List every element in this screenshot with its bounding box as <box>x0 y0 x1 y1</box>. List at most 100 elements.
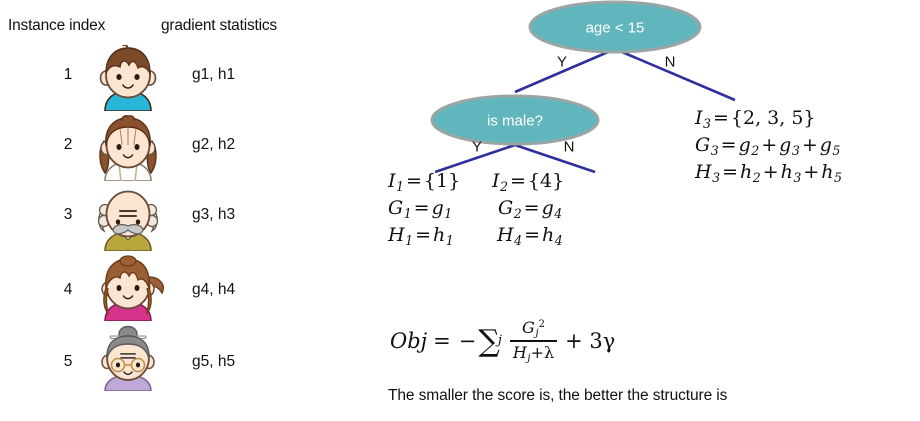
edge-child-yes <box>434 143 516 174</box>
girl-braids-avatar <box>92 115 164 182</box>
row-gradient-stats: g3, h3 <box>192 206 236 223</box>
table-row: 4 <box>0 255 340 325</box>
leaf-2-H-sub: 4 <box>514 232 523 248</box>
tree-graphic: age < 15 is male? Y N Y N <box>430 0 736 174</box>
row-gradient-stats: g5, h5 <box>192 353 236 370</box>
boy-blue-shirt-avatar <box>92 44 164 112</box>
obj-equals: = <box>433 328 451 353</box>
leaf-3-line-I: I3 = {2, 3, 5} <box>695 107 816 131</box>
objective-equation: Obj = − ∑ j Gj2 Hj+λ + 3γ <box>390 318 617 364</box>
leaf-1-H-rhs: h <box>432 224 446 247</box>
leaf-1-G-rhs: g <box>431 197 444 220</box>
obj-den-base: H <box>512 342 527 362</box>
leaf-3-G-t3-sub: 5 <box>832 142 841 158</box>
leaf-1-H-rhs-sub: 1 <box>445 232 454 248</box>
leaf-3-G-t2: g <box>779 134 792 157</box>
row-index: 1 <box>63 66 73 83</box>
table-row: 5 <box>0 325 340 395</box>
leaf-3-G-t3: g <box>819 134 832 157</box>
decision-tree-panel: age < 15 is male? Y N Y N I1 = {1} G1 = g1 H… <box>340 0 920 421</box>
edge-root-no <box>614 47 736 102</box>
node-is-male[interactable] <box>430 94 600 146</box>
obj-num-sub: j <box>535 327 539 340</box>
row-index: 2 <box>63 136 73 153</box>
obj-den-sub: j <box>527 351 531 364</box>
leaf-1-line-H: H1 = h1 <box>388 224 454 248</box>
leaf-2-G-sub: 2 <box>513 205 522 221</box>
obj-lhs: Obj <box>390 328 428 353</box>
leaf-2-G-sym: G <box>498 197 514 220</box>
instance-table: Instance index gradient statistics 1 <box>0 0 340 421</box>
caption-text: The smaller the score is, the better the… <box>388 387 728 404</box>
leaf-2-I-sym: I <box>492 170 500 192</box>
leaf-1-G-sub: 1 <box>403 205 412 221</box>
fraction-bar <box>509 340 558 342</box>
leaf-3-H-t3: h <box>821 161 834 184</box>
row-index: 3 <box>63 206 73 223</box>
row-gradient-stats: g1, h1 <box>192 66 236 83</box>
old-woman-bun-avatar <box>92 325 164 392</box>
leaf-2-I-sub: 2 <box>500 178 508 194</box>
leaf-2-stats: I2 = {4} G2 = g4 H4 = h4 <box>492 168 564 249</box>
summation-icon: ∑ <box>478 324 500 360</box>
leaf-3-line-H: H3 = h2 + h3 + h5 <box>695 161 843 185</box>
leaf-1-G-sym: G <box>388 197 404 220</box>
leaf-1-I-rhs: {1} <box>423 170 461 192</box>
leaf-3-H-t1: h <box>739 161 753 184</box>
leaf-3-I-sub: 3 <box>703 115 711 131</box>
leaf-3-H-t3-sub: 5 <box>834 169 843 185</box>
obj-num-sup: 2 <box>538 319 545 331</box>
leaf-3-line-G: G3 = g2 + g3 + g5 <box>695 134 841 158</box>
row-gradient-stats: g4, h4 <box>192 281 236 298</box>
leaf-1-stats: I1 = {1} G1 = g1 H1 = h1 <box>388 168 460 249</box>
obj-tail: + 3γ <box>565 328 616 353</box>
leaf-3-G-t1-sub: 2 <box>751 142 760 158</box>
obj-num-base: G <box>522 318 535 337</box>
leaf-3-H-t2: h <box>780 161 793 184</box>
leaf-3-G-sub: 3 <box>710 142 719 158</box>
girl-ponytail-pink-avatar <box>92 255 164 322</box>
leaf-1-line-G: G1 = g1 <box>388 197 453 221</box>
leaf-2-G-rhs-sub: 4 <box>554 205 563 221</box>
leaf-3-I-sym: I <box>695 107 703 129</box>
leaf-2-H-rhs: h <box>541 224 555 247</box>
leaf-2-line-H: H4 = h4 <box>497 224 563 248</box>
leaf-1-H-sub: 1 <box>405 232 414 248</box>
table-row: 2 <box>0 115 340 185</box>
node-is-male-label: is male? <box>487 113 543 130</box>
table-row: 1 <box>0 44 340 115</box>
obj-den-tail: +λ <box>530 342 555 362</box>
node-age-less-15[interactable] <box>528 0 702 54</box>
obj-sum-index: j <box>497 333 502 349</box>
column-header-instance-index: Instance index <box>8 17 106 34</box>
edge-label-child-yes: Y <box>472 139 482 156</box>
edge-label-child-no: N <box>564 139 575 156</box>
leaf-2-H-rhs-sub: 4 <box>554 232 563 248</box>
leaf-3-G-t1: g <box>738 134 751 157</box>
leaf-2-I-rhs: {4} <box>527 170 565 192</box>
leaf-2-line-I: I2 = {4} <box>492 170 565 194</box>
leaf-1-line-I: I1 = {1} <box>388 170 461 194</box>
leaf-1-I-sub: 1 <box>396 178 404 194</box>
leaf-2-line-G: G2 = g4 <box>498 197 563 221</box>
edge-label-root-no: N <box>665 54 676 71</box>
leaf-3-G-t2-sub: 3 <box>791 142 800 158</box>
row-gradient-stats: g2, h2 <box>192 136 236 153</box>
leaf-1-G-rhs-sub: 1 <box>444 205 453 221</box>
leaf-3-H-sub: 3 <box>712 169 721 185</box>
leaf-1-I-sym: I <box>388 170 396 192</box>
old-man-mustache-avatar <box>92 185 164 252</box>
leaf-3-H-t2-sub: 3 <box>793 169 802 185</box>
row-index: 4 <box>63 281 73 298</box>
row-index: 5 <box>63 353 73 370</box>
table-row: 3 <box>0 185 340 255</box>
leaf-3-G-sym: G <box>695 134 711 157</box>
leaf-3-H-t1-sub: 2 <box>752 169 761 185</box>
obj-numerator: Gj2 <box>519 318 548 339</box>
obj-minus: − <box>458 328 477 353</box>
node-age-less-15-label: age < 15 <box>586 20 645 37</box>
obj-fraction: Gj2 Hj+λ <box>509 318 558 364</box>
leaf-2-H-sym: H <box>497 224 514 247</box>
leaf-1-H-sym: H <box>388 224 405 247</box>
